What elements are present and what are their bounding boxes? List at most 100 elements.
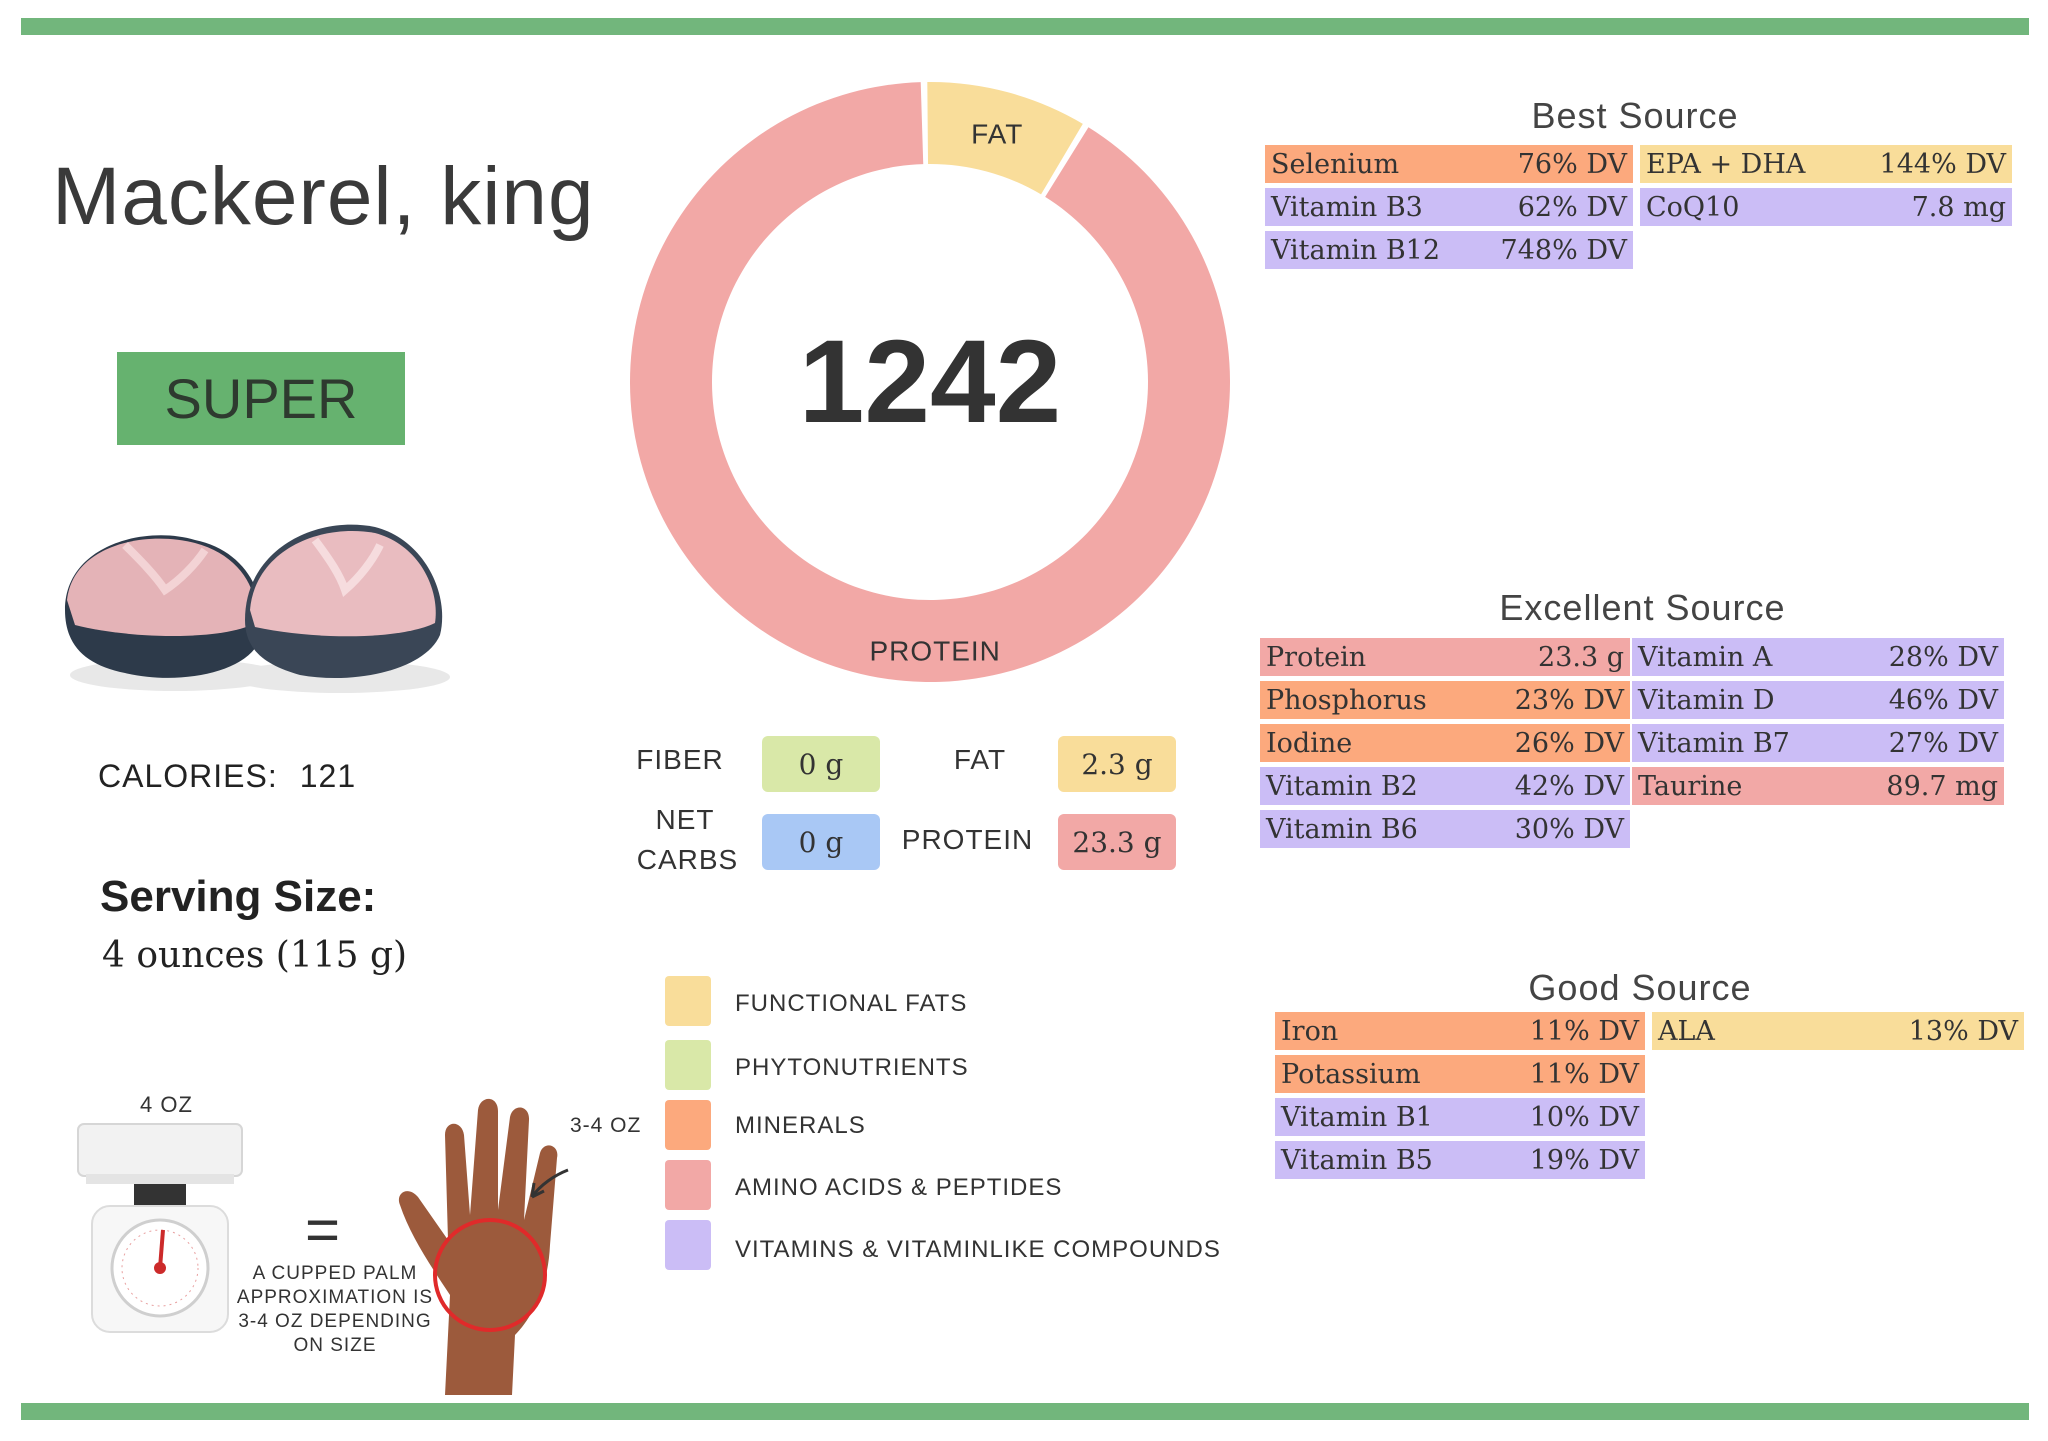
nutrient-name: Protein [1266, 641, 1367, 673]
cupped-palm-hand-icon [398, 1098, 569, 1395]
best-source-title: Best Source [1531, 95, 1739, 136]
donut-label-fat: FAT [971, 118, 1023, 149]
nutrient-row: Vitamin B6 30% DV [1260, 810, 1630, 848]
protein-value-pill: 23.3 g [1058, 814, 1176, 870]
nutrient-name: Vitamin B2 [1266, 770, 1418, 802]
legend-swatch-fats [665, 976, 711, 1026]
legend-swatch-minerals [665, 1100, 711, 1150]
good-source-title: Good Source [1528, 967, 1752, 1008]
nutrient-name: Taurine [1638, 770, 1743, 802]
fish-steak-image [65, 524, 450, 693]
nutrient-value: 27% DV [1888, 727, 1998, 759]
nutrient-name: Vitamin B6 [1266, 813, 1418, 845]
nutrient-row: Vitamin B2 42% DV [1260, 767, 1630, 805]
nutrient-name: Potassium [1281, 1058, 1421, 1090]
calories-label: CALORIES: [98, 758, 278, 794]
nutrient-row: Vitamin B12 748% DV [1265, 231, 1633, 269]
nutrient-value: 23% DV [1514, 684, 1624, 716]
legend-label-amino: AMINO ACIDS & PEPTIDES [735, 1174, 1063, 1201]
nutrient-row: Iron 11% DV [1275, 1012, 1645, 1050]
nutrient-row: Taurine 89.7 mg [1632, 767, 2004, 805]
net-carbs-label-line2: CARBS [636, 844, 739, 875]
nutrient-value: 28% DV [1888, 641, 1998, 673]
macro-donut-chart: 1242 FAT PROTEIN [630, 82, 1230, 682]
nutrient-value: 42% DV [1514, 770, 1624, 802]
calories: CALORIES: 121 [98, 758, 356, 795]
nutrient-value: 30% DV [1514, 813, 1624, 845]
fiber-label: FIBER [636, 744, 724, 775]
nutrient-name: EPA + DHA [1646, 148, 1806, 180]
nutrient-value: 748% DV [1500, 234, 1627, 266]
protein-label: PROTEIN [901, 824, 1034, 855]
nutrient-value: 23.3 g [1538, 641, 1624, 673]
donut-label-protein: PROTEIN [869, 635, 1000, 666]
bottom-border [21, 1403, 2029, 1420]
nutrient-row: Vitamin B7 27% DV [1632, 724, 2004, 762]
nutrient-name: Vitamin D [1638, 684, 1775, 716]
nutrient-name: Vitamin B5 [1281, 1144, 1433, 1176]
legend-label-phytonutrients: PHYTONUTRIENTS [735, 1054, 969, 1081]
nutrient-name: Iron [1281, 1015, 1339, 1047]
legend-label-vitamins: VITAMINS & VITAMINLIKE COMPOUNDS [735, 1236, 1221, 1263]
top-border [21, 18, 2029, 35]
net-carbs-value-pill: 0 g [762, 814, 880, 870]
nutrient-value: 76% DV [1517, 148, 1627, 180]
net-carbs-label-line1: NET [655, 804, 715, 835]
nutrient-row: Vitamin B5 19% DV [1275, 1141, 1645, 1179]
excellent-source-title: Excellent Source [1499, 587, 1786, 628]
nutrient-value: 11% DV [1529, 1015, 1639, 1047]
nutrient-row: ALA 13% DV [1652, 1012, 2024, 1050]
legend-swatch-amino [665, 1160, 711, 1210]
fat-label: FAT [953, 744, 1007, 775]
legend-label-minerals: MINERALS [735, 1112, 866, 1139]
nutrient-row: Selenium 76% DV [1265, 145, 1633, 183]
nutrient-row: Protein 23.3 g [1260, 638, 1630, 676]
nutrient-value: 89.7 mg [1886, 770, 1998, 802]
nutrient-row: Vitamin A 28% DV [1632, 638, 2004, 676]
fiber-value-pill: 0 g [762, 736, 880, 792]
nutrient-name: Vitamin A [1638, 641, 1773, 673]
nutrient-value: 62% DV [1517, 191, 1627, 223]
nutrient-name: Selenium [1271, 148, 1400, 180]
nutrient-row: CoQ10 7.8 mg [1640, 188, 2012, 226]
rating-badge: SUPER [117, 352, 405, 445]
nutrient-row: Vitamin D 46% DV [1632, 681, 2004, 719]
legend-swatch-vitamins [665, 1220, 711, 1270]
nutrient-name: Vitamin B7 [1638, 727, 1790, 759]
nutrient-row: EPA + DHA 144% DV [1640, 145, 2012, 183]
nutrient-name: ALA [1658, 1015, 1715, 1047]
nutrient-row: Vitamin B3 62% DV [1265, 188, 1633, 226]
food-title: Mackerel, king [52, 151, 595, 242]
nutrient-row: Potassium 11% DV [1275, 1055, 1645, 1093]
serving-size-value: 4 ounces (115 g) [102, 935, 408, 976]
nutrient-name: Iodine [1266, 727, 1353, 759]
nutrient-row: Phosphorus 23% DV [1260, 681, 1630, 719]
nutrient-name: Vitamin B1 [1281, 1101, 1433, 1133]
nutrient-name: CoQ10 [1646, 191, 1740, 223]
legend-swatch-phytonutrients [665, 1040, 711, 1090]
nutrient-value: 10% DV [1529, 1101, 1639, 1133]
nutrient-row: Vitamin B1 10% DV [1275, 1098, 1645, 1136]
fat-value-pill: 2.3 g [1058, 736, 1176, 792]
nutrient-name: Vitamin B12 [1271, 234, 1441, 266]
nutrient-value: 11% DV [1529, 1058, 1639, 1090]
donut-slice-fat [927, 82, 1083, 195]
nutrient-row: Iodine 26% DV [1260, 724, 1630, 762]
palm-note: A CUPPED PALM APPROXIMATION IS 3-4 OZ DE… [236, 1263, 434, 1356]
palm-label: 3-4 OZ [570, 1114, 642, 1137]
kitchen-scale-icon [77, 1123, 243, 1333]
nutrient-value: 144% DV [1879, 148, 2006, 180]
nutrient-value: 19% DV [1529, 1144, 1639, 1176]
calories-value: 121 [299, 758, 357, 794]
scale-label: 4 OZ [140, 1092, 193, 1117]
nutrient-value: 26% DV [1514, 727, 1624, 759]
legend-label-fats: FUNCTIONAL FATS [735, 990, 968, 1017]
equals-sign: = [305, 1196, 341, 1263]
energy-score: 1242 [799, 316, 1062, 448]
nutrient-value: 7.8 mg [1911, 191, 2006, 223]
nutrient-name: Vitamin B3 [1271, 191, 1423, 223]
nutrient-value: 46% DV [1888, 684, 1998, 716]
nutrient-value: 13% DV [1908, 1015, 2018, 1047]
nutrient-name: Phosphorus [1266, 684, 1427, 716]
serving-size-title: Serving Size: [100, 872, 377, 921]
